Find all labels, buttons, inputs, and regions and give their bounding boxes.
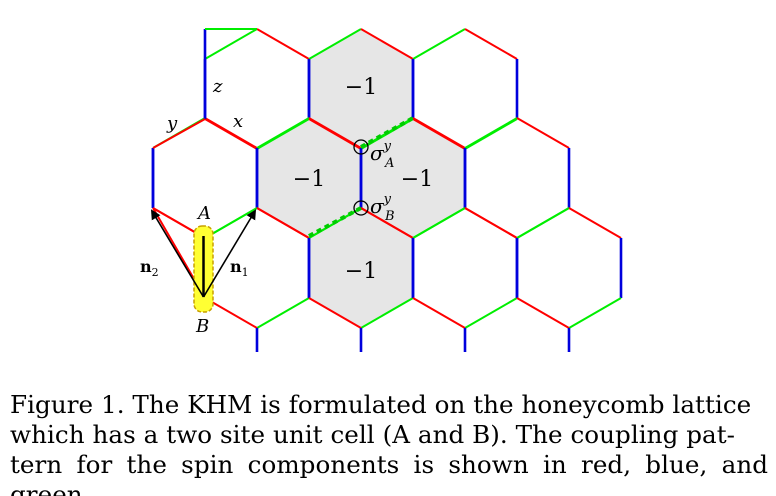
bond-x — [516, 117, 570, 149]
bond-x — [516, 297, 570, 329]
bond-y — [516, 207, 570, 239]
bond-label-z: z — [212, 76, 223, 97]
bond-y — [360, 297, 414, 329]
bond-y — [204, 28, 258, 60]
n1-vector-label: n1 — [230, 257, 249, 279]
sigma-b-site-marker — [353, 200, 369, 216]
bond-y — [308, 28, 362, 60]
bond-y — [256, 117, 310, 149]
shaded-plaquette — [309, 29, 413, 149]
bond-label-y: y — [166, 113, 178, 134]
unit-cell-group — [193, 225, 214, 313]
bond-y — [464, 117, 518, 149]
lattice-vectors — [150, 209, 257, 298]
plaquette-value-bottom: −1 — [345, 259, 377, 284]
n1-vector-arrow — [202, 209, 257, 298]
site-label-b: B — [195, 316, 209, 337]
shaded-plaquette — [309, 208, 413, 328]
sigma-b-label: σy B — [370, 192, 395, 224]
shaded-plaquette — [361, 118, 465, 238]
bond-x — [360, 28, 414, 60]
bond-x — [412, 117, 466, 149]
caption-line-3: tern for the spin components is shown in… — [10, 450, 768, 496]
plaquette-value-top: −1 — [345, 75, 377, 100]
bond-x — [464, 207, 518, 239]
caption-line-2: which has a two site unit cell (A and B)… — [10, 420, 736, 449]
bond-x — [464, 28, 518, 60]
diagram-labels: −1 −1 −1 −1 z y x A B n2 n1 σy A σy B — [140, 75, 433, 337]
bond-y — [568, 297, 622, 329]
sigma-a-label: σy A — [370, 139, 394, 171]
bond-x — [204, 117, 258, 149]
bond-label-x: x — [233, 111, 243, 132]
dashed-string-upper — [360, 116, 414, 149]
bond-x — [152, 118, 206, 149]
site-label-a: A — [196, 203, 211, 224]
dashed-string-lower — [308, 206, 362, 238]
plaquette-value-right: −1 — [401, 167, 433, 192]
figure-caption: Figure 1. The KHM is formulated on the h… — [10, 390, 768, 496]
bond-x — [256, 28, 310, 60]
bond-y — [412, 28, 466, 60]
sigma-a-site-marker — [353, 139, 369, 155]
bond-x — [308, 297, 362, 329]
bond-y — [464, 297, 518, 329]
shaded-plaquette — [257, 118, 361, 238]
bond-y — [256, 297, 310, 329]
bond-y — [412, 207, 466, 239]
n2-vector-label: n2 — [140, 257, 159, 279]
plaquette-value-left: −1 — [293, 167, 325, 192]
bond-x — [568, 207, 622, 239]
honeycomb-lattice-diagram: −1 −1 −1 −1 z y x A B n2 n1 σy A σy B — [140, 28, 623, 352]
n2-vector-arrow — [150, 209, 205, 298]
flipped-plaquettes — [257, 29, 465, 328]
operator-string — [308, 116, 414, 238]
bond-x — [360, 207, 414, 239]
caption-line-1: Figure 1. The KHM is formulated on the h… — [10, 390, 752, 419]
bond-x — [256, 207, 310, 239]
bond-x — [308, 117, 362, 149]
bond-x — [412, 297, 466, 329]
